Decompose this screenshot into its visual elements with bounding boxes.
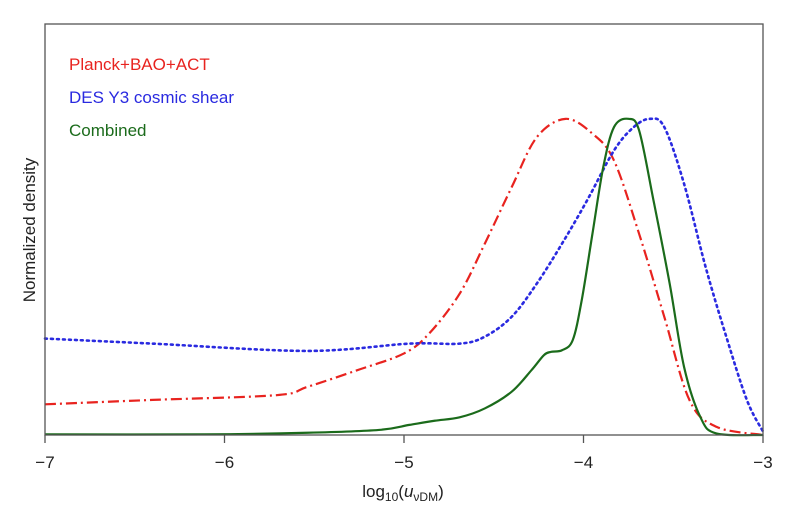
series-line-combined [44,117,764,437]
curves [43,117,765,437]
y-axis-label: Normalized density [20,157,39,302]
series-line-planck-bao-act [44,117,764,437]
legend: Planck+BAO+ACT DES Y3 cosmic shear Combi… [69,55,234,140]
x-axis-label: log10(uνDM) [362,482,444,504]
legend-item-combined: Combined [69,121,147,140]
x-tick-label: −5 [394,453,413,472]
legend-item-des: DES Y3 cosmic shear [69,88,234,107]
series-line-des-y3-cosmic-shear [43,117,765,433]
plot-frame [44,23,764,436]
x-tick-label: −3 [753,453,772,472]
x-axis-ticks: −7 −6 −5 −4 −3 [35,435,773,472]
x-tick-label: −4 [574,453,593,472]
x-tick-label: −7 [35,453,54,472]
legend-item-planck: Planck+BAO+ACT [69,55,210,74]
x-tick-label: −6 [215,453,234,472]
